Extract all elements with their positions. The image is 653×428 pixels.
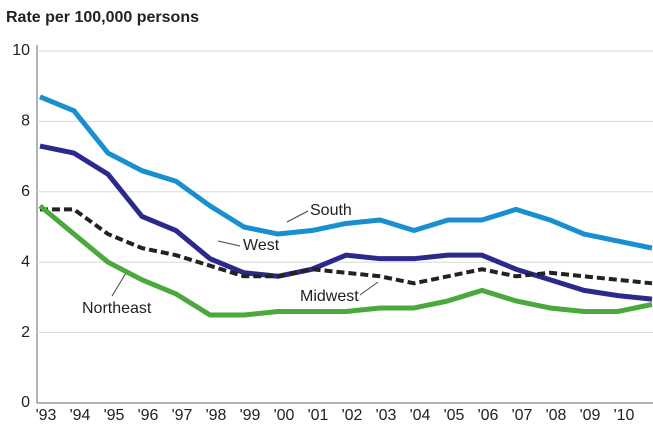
x-tick-label: '97 <box>172 407 193 424</box>
x-tick-label: '96 <box>138 407 159 424</box>
series-label: South <box>310 202 352 219</box>
leader-line <box>111 272 127 297</box>
series-line <box>39 94 653 251</box>
x-tick-label: '05 <box>444 407 465 424</box>
x-tick-label: '94 <box>70 407 91 424</box>
y-tick-label: 4 <box>21 253 30 270</box>
x-tick-label: '08 <box>546 407 567 424</box>
series-label: Midwest <box>300 288 359 305</box>
series-line <box>39 143 653 302</box>
x-tick-label: '99 <box>240 407 261 424</box>
series-label: Northeast <box>82 300 152 317</box>
leader-line <box>359 281 379 296</box>
x-tick-label: '07 <box>512 407 533 424</box>
x-tick-label: '98 <box>206 407 227 424</box>
x-tick-label: '10 <box>614 407 635 424</box>
y-tick-label: 8 <box>21 113 30 130</box>
leader-line <box>217 240 241 247</box>
chart-title: Rate per 100,000 persons <box>6 9 199 26</box>
x-tick-label: '03 <box>376 407 397 424</box>
x-tick-label: '06 <box>478 407 499 424</box>
x-tick-label: '95 <box>104 407 125 424</box>
series-label: West <box>243 237 280 254</box>
y-tick-label: 10 <box>12 42 30 59</box>
series-line <box>38 203 653 318</box>
x-tick-label: '00 <box>274 407 295 424</box>
y-tick-label: 2 <box>21 324 30 341</box>
leader-line <box>286 210 309 223</box>
x-tick-label: '02 <box>342 407 363 424</box>
x-tick-label: '09 <box>580 407 601 424</box>
x-tick-label: '93 <box>36 407 57 424</box>
y-tick-label: 6 <box>21 183 30 200</box>
series-line <box>40 207 653 286</box>
x-tick-label: '04 <box>410 407 431 424</box>
y-tick-label: 0 <box>21 394 30 411</box>
x-tick-label: '01 <box>308 407 329 424</box>
